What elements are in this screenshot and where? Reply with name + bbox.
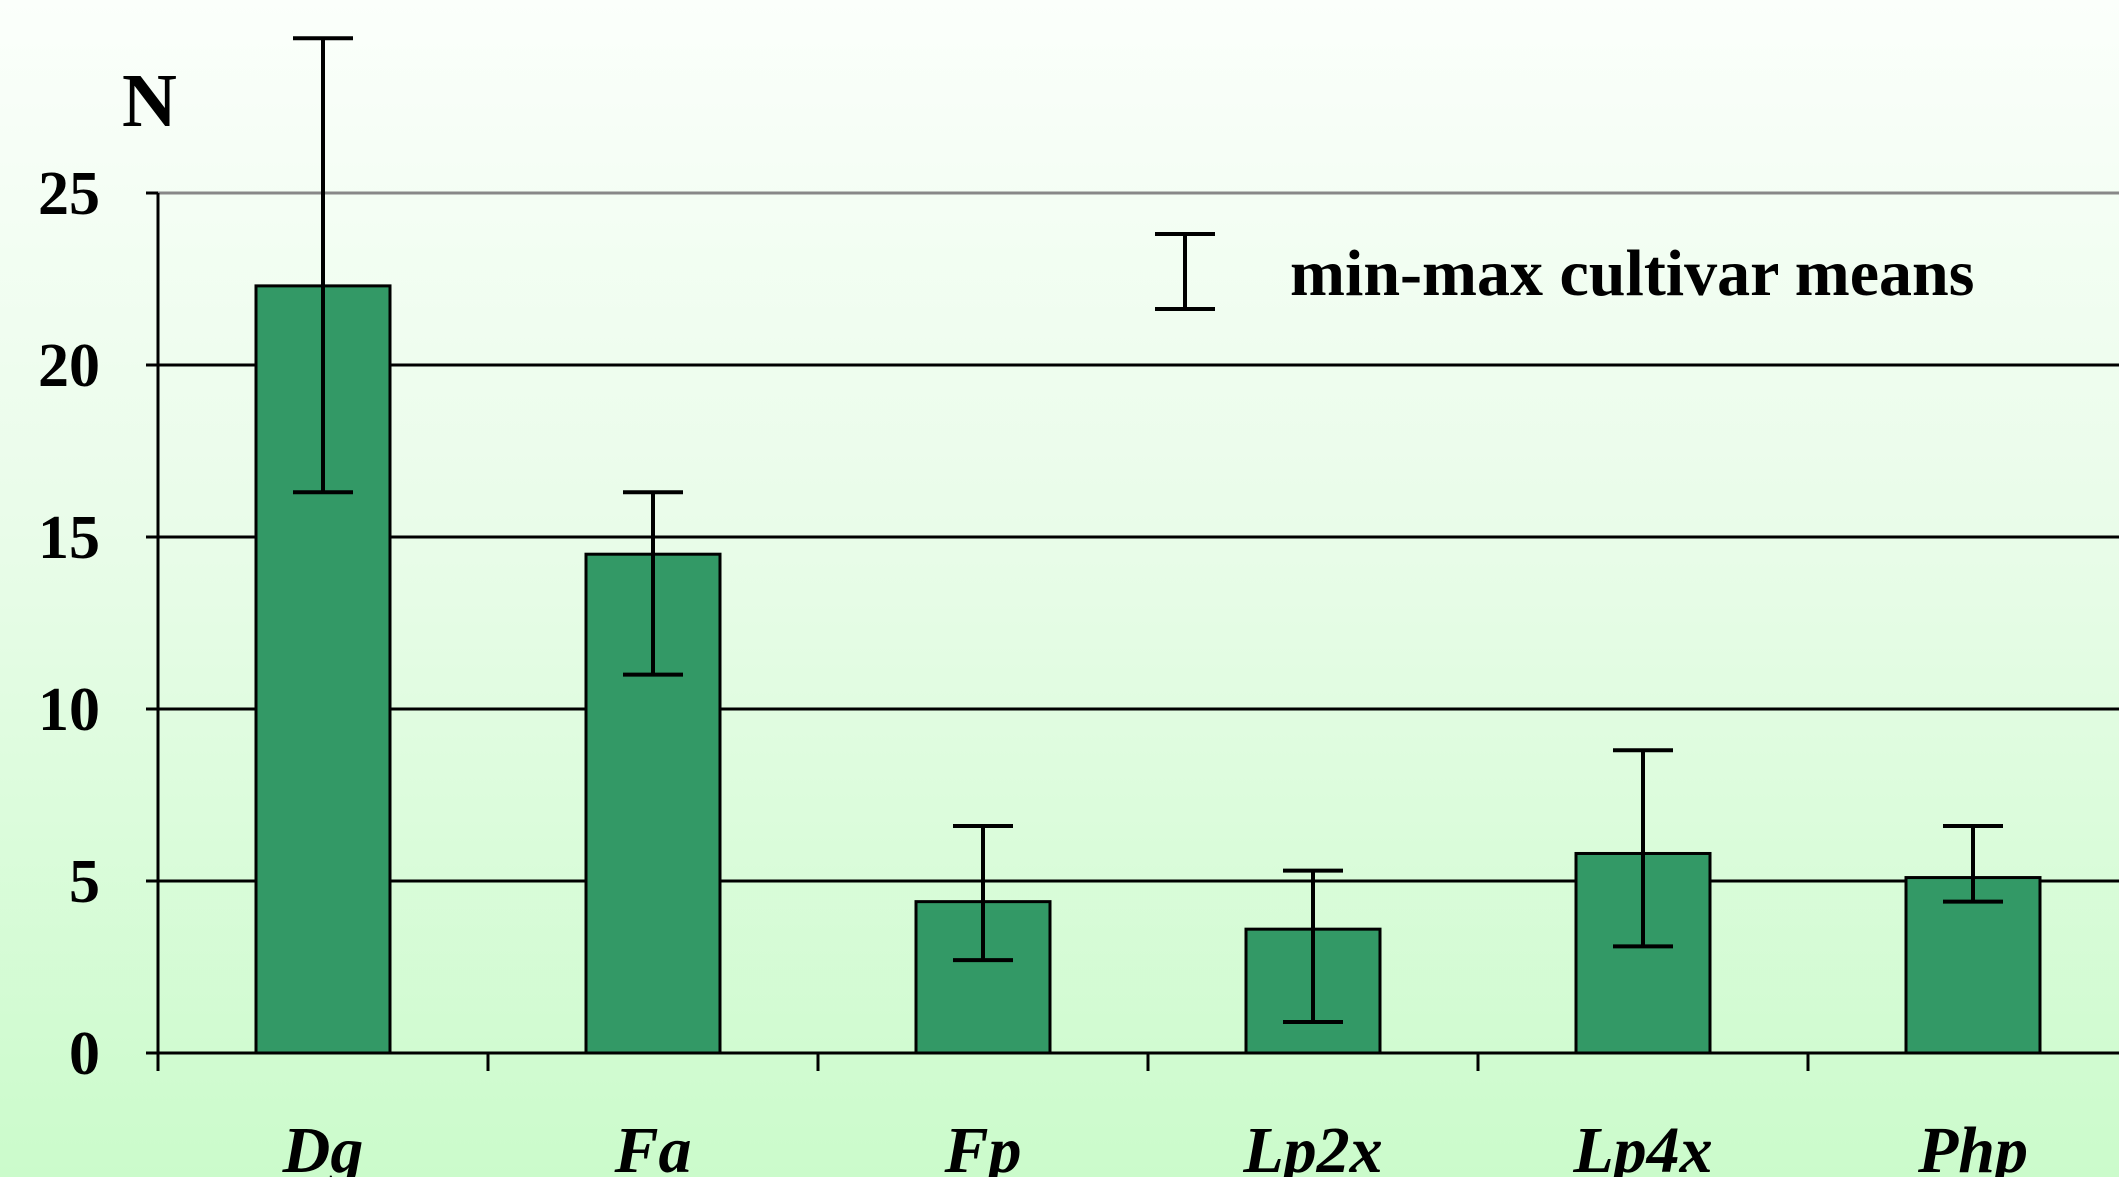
x-category-label: Fp xyxy=(943,1114,1021,1177)
gridlines xyxy=(158,191,2119,883)
error-bar-fp xyxy=(953,823,1013,963)
bar-php xyxy=(1904,876,2042,1055)
x-category-label: Lp4x xyxy=(1572,1114,1712,1177)
axes xyxy=(146,191,2119,1071)
y-axis-label: N xyxy=(122,59,177,143)
error-bar-dg xyxy=(293,36,353,495)
error-bar-lp2x xyxy=(1283,868,1343,1025)
tick-labels: 0 5 10 15 20 25 Dg Fa Fp Lp2x Lp4x Php xyxy=(38,160,2028,1177)
error-bar-php xyxy=(1943,823,2003,904)
legend: min-max cultivar means xyxy=(1155,232,1974,311)
bars xyxy=(254,284,2042,1055)
legend-label: min-max cultivar means xyxy=(1290,237,1974,310)
error-bar-fa xyxy=(623,490,683,677)
y-tick-label: 20 xyxy=(38,332,100,400)
error-bars xyxy=(293,36,2003,1025)
y-tick-label: 15 xyxy=(38,504,100,572)
x-category-label: Dg xyxy=(282,1114,364,1177)
y-tick-label: 0 xyxy=(69,1020,100,1088)
y-tick-label: 5 xyxy=(69,848,100,916)
x-category-label: Lp2x xyxy=(1242,1114,1382,1177)
y-tick-label: 25 xyxy=(38,160,100,228)
x-category-label: Php xyxy=(1917,1114,2028,1177)
x-category-label: Fa xyxy=(613,1114,691,1177)
y-tick-label: 10 xyxy=(38,676,100,744)
legend-errorbar-symbol xyxy=(1155,232,1215,311)
error-bar-lp4x xyxy=(1613,748,1673,949)
